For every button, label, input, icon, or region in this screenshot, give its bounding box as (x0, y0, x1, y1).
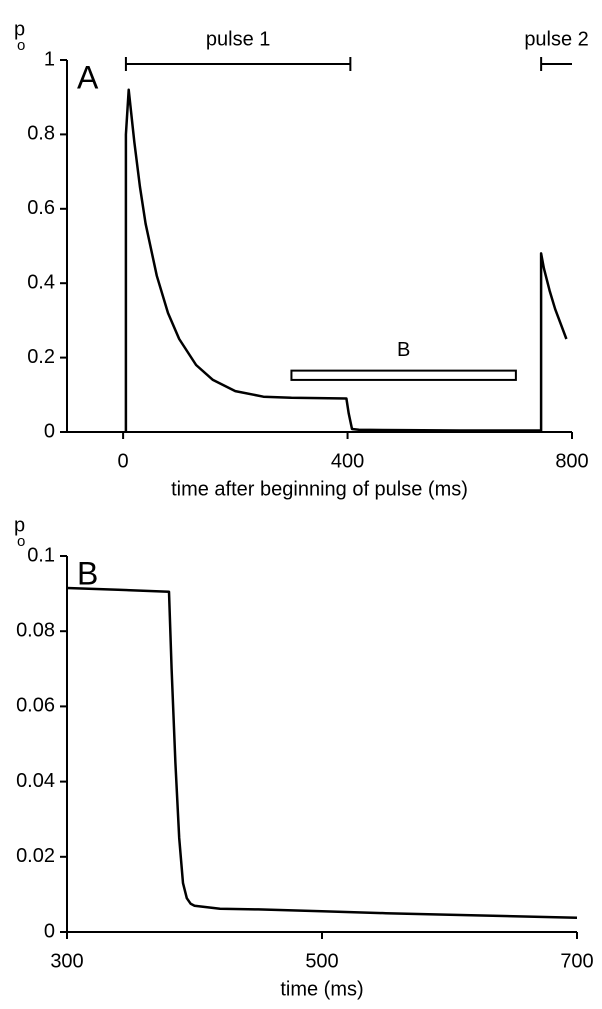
y-axis-label-sub: o (17, 533, 25, 550)
y-tick-label: 0.6 (27, 197, 55, 219)
y-tick-label: 0.8 (27, 123, 55, 145)
x-axis-label: time (ms) (280, 978, 363, 1000)
x-tick-label: 300 (50, 950, 83, 972)
range-box (290, 369, 517, 381)
x-tick-label: 400 (331, 450, 364, 472)
y-tick-label: 0.08 (16, 619, 55, 641)
pulse-label: pulse 2 (524, 28, 589, 50)
y-tick-label: 0.2 (27, 346, 55, 368)
y-tick-label: 0 (44, 420, 55, 442)
y-axis-label: p (14, 514, 25, 536)
x-tick-label: 0 (118, 450, 129, 472)
y-tick-label: 0.04 (16, 770, 55, 792)
x-axis-label: time after beginning of pulse (ms) (171, 478, 468, 500)
data-line (66, 586, 578, 919)
range-box-label: B (397, 339, 410, 361)
y-tick-label: 0.4 (27, 271, 55, 293)
y-axis-label-sub: o (17, 37, 25, 54)
y-tick-label: 1 (44, 48, 55, 70)
y-tick-label: 0.1 (27, 544, 55, 566)
y-tick-label: 0.06 (16, 695, 55, 717)
x-tick-label: 800 (555, 450, 588, 472)
y-axis-label: p (14, 18, 25, 40)
panel-label: A (77, 59, 99, 95)
y-tick-label: 0.02 (16, 845, 55, 867)
x-tick-label: 500 (305, 950, 338, 972)
y-tick-label: 0 (44, 920, 55, 942)
pulse-label: pulse 1 (206, 28, 271, 50)
panel-label: B (77, 555, 98, 591)
data-line (124, 88, 568, 432)
x-tick-label: 700 (560, 950, 593, 972)
